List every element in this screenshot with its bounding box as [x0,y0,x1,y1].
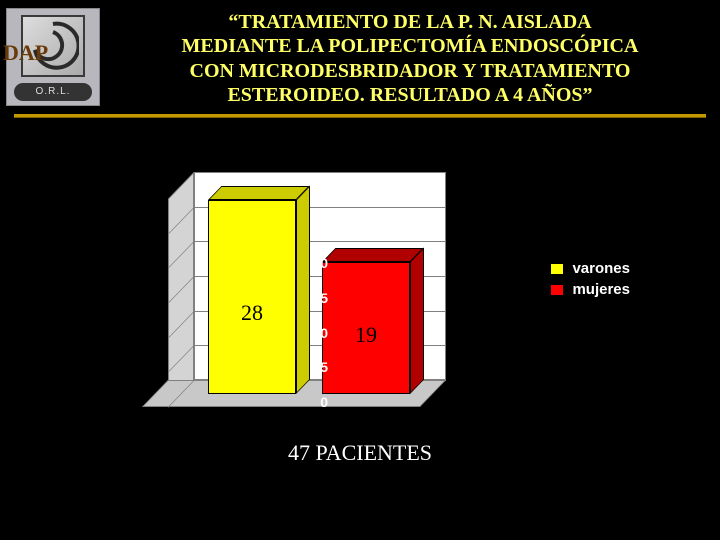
bar-mujeres: 19 [322,262,410,394]
y-tick-label: 30 [288,186,328,202]
legend-label-mujeres: mujeres [572,281,630,298]
legend-swatch-mujeres [550,284,564,296]
y-tick-label: 15 [288,290,328,306]
gridline [194,172,446,173]
bar-varones: 28 [208,200,296,394]
header-divider [14,114,706,118]
title-line-2: MEDIANTE LA POLIPECTOMÍA ENDOSCÓPICA [118,34,702,58]
page-title: “TRATAMIENTO DE LA P. N. AISLADA MEDIANT… [118,6,702,108]
legend-label-varones: varones [572,260,630,277]
bar-top [322,248,424,262]
legend-item-varones: varones [550,260,630,277]
y-tick-label: 10 [288,325,328,341]
y-tick-label: 20 [288,255,328,271]
header: O.R.L. DAP “TRATAMIENTO DE LA P. N. AISL… [0,0,720,108]
legend-swatch-varones [550,263,564,275]
caption: 47 PACIENTES [0,440,720,466]
title-line-3: CON MICRODESBRIDADOR Y TRATAMIENTO [118,59,702,83]
logo-badge: O.R.L. [14,83,92,101]
title-line-4: ESTEROIDEO. RESULTADO A 4 AÑOS” [118,83,702,107]
legend: varones mujeres [550,260,630,298]
bar-side [410,248,424,394]
y-tick-label: 5 [288,359,328,375]
y-tick-label: 0 [288,394,328,410]
dap-label: DAP [3,40,48,66]
y-tick-label: 25 [288,221,328,237]
chart: 2819 051015202530 varones mujeres [90,160,620,450]
bar-front [208,200,296,394]
bar-value-label: 28 [232,300,272,326]
title-line-1: “TRATAMIENTO DE LA P. N. AISLADA [118,10,702,34]
legend-item-mujeres: mujeres [550,281,630,298]
bar-value-label: 19 [346,322,386,348]
